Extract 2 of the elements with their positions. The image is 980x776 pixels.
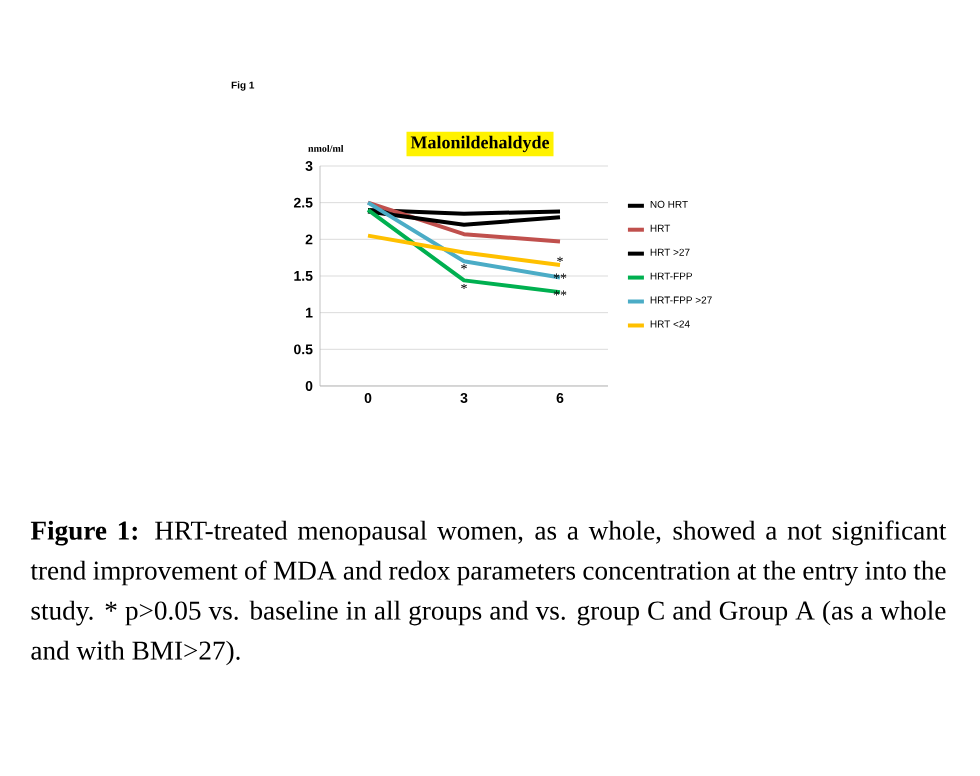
chart-title: Malonildehaldyde	[410, 135, 550, 153]
text: Figure 1: HRT-treated menopausal women, as a whole, showed a not significant trend improvement of MDA and redox parameters concentration at the entry into the study. * p>0.05 vs. baseline in all groups and vs. group C and Group A (as a whole and with BMI>27).	[30, 520, 947, 666]
